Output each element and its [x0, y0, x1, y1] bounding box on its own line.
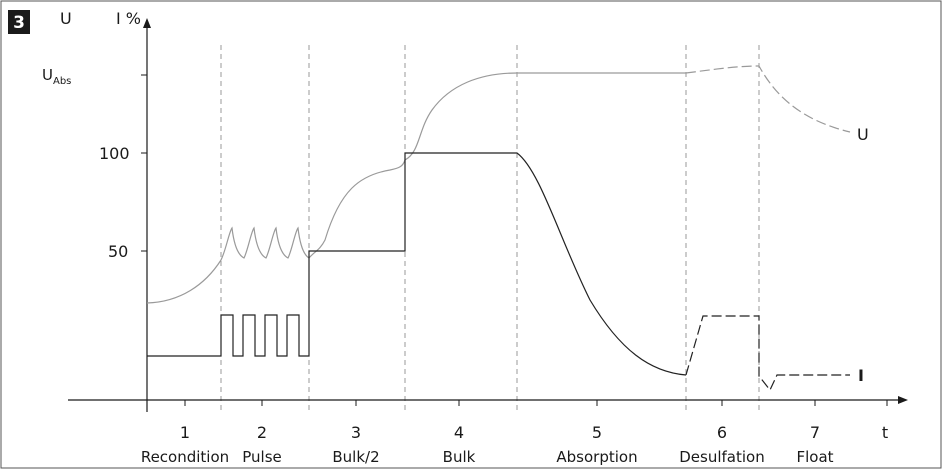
time-axis-arrow [898, 396, 908, 404]
y-tick-50: 50 [108, 242, 128, 261]
phase-name-1: Recondition [141, 448, 229, 466]
figure-number: 3 [13, 13, 25, 33]
vertical-axis-arrow [143, 18, 151, 28]
phase-name-7: Float [796, 448, 833, 466]
phase-name-6: Desulfation [679, 448, 764, 466]
current-curve [147, 152, 850, 392]
badge-background [8, 10, 30, 34]
u-abs-label: UAbs [42, 66, 71, 87]
current-curve-label: I [858, 366, 864, 385]
y-tick-100: 100 [99, 144, 130, 163]
phase-name-2: Pulse [242, 448, 282, 466]
figure-badge: 3 [8, 10, 30, 34]
voltage-axis-label: U [60, 9, 72, 28]
phase-numbers: 1 2 3 4 5 6 7 [180, 423, 820, 442]
y-ticks [141, 74, 147, 252]
phase-dividers [220, 45, 760, 412]
time-axis-label: t [882, 423, 888, 442]
phase-name-5: Absorption [556, 448, 637, 466]
axes [68, 18, 908, 412]
voltage-curve-dashed [685, 65, 851, 133]
voltage-curve [146, 65, 851, 304]
phase-number-7: 7 [810, 423, 820, 442]
phase-name-3: Bulk/2 [332, 448, 379, 466]
phase-names: Recondition Pulse Bulk/2 Bulk Absorption… [141, 448, 834, 466]
current-curve-main [147, 152, 687, 376]
time-ticks [184, 400, 888, 406]
phase-number-4: 4 [454, 423, 464, 442]
phase-number-2: 2 [257, 423, 267, 442]
voltage-curve-main [146, 72, 686, 304]
phase-number-5: 5 [592, 423, 602, 442]
current-curve-dashed [685, 315, 850, 392]
current-axis-label: I % [116, 9, 141, 28]
phase-number-3: 3 [351, 423, 361, 442]
phase-number-1: 1 [180, 423, 190, 442]
phase-number-6: 6 [717, 423, 727, 442]
voltage-curve-label: U [857, 125, 869, 144]
phase-name-4: Bulk [443, 448, 476, 466]
